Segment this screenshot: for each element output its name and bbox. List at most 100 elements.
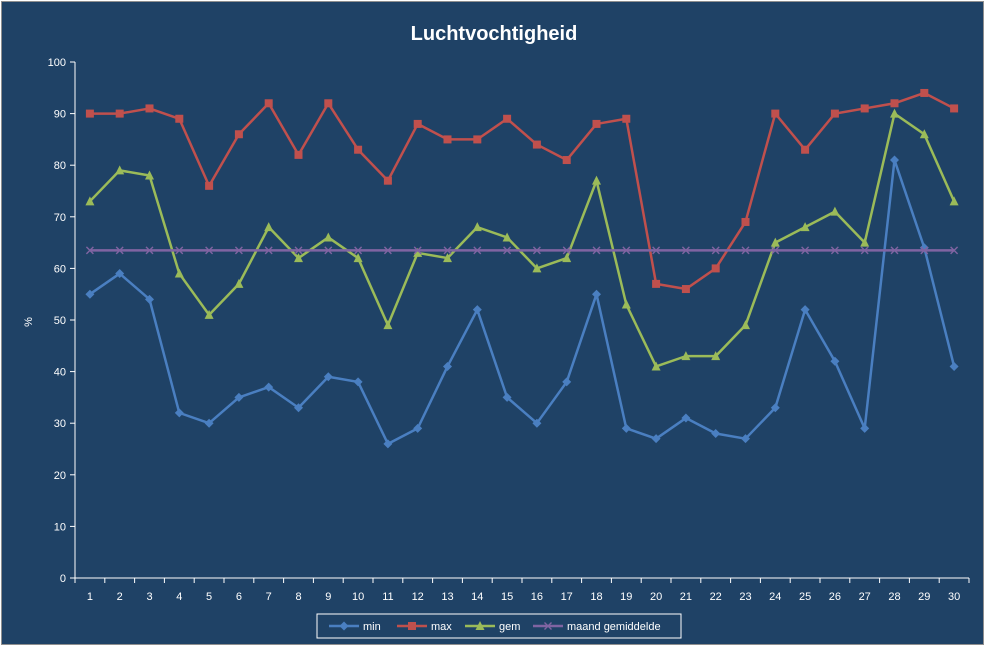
data-point-min xyxy=(800,305,810,315)
data-point-gem xyxy=(174,268,184,278)
x-tick-label: 30 xyxy=(948,591,960,603)
x-tick-label: 8 xyxy=(295,591,301,603)
data-point-gem xyxy=(800,222,810,232)
data-point-max xyxy=(145,104,154,113)
data-point-maand-gemiddelde xyxy=(473,246,482,255)
data-point-gem xyxy=(681,351,691,361)
data-point-max xyxy=(771,109,780,118)
data-point-max xyxy=(622,114,631,123)
x-tick-label: 26 xyxy=(829,591,841,603)
data-point-gem xyxy=(621,299,631,309)
data-point-max xyxy=(413,119,422,128)
x-tick-label: 1 xyxy=(87,591,93,603)
data-point-gem xyxy=(145,170,154,180)
y-tick-label: 70 xyxy=(54,212,66,224)
data-point-min xyxy=(532,418,542,428)
y-tick-label: 90 xyxy=(54,109,66,121)
data-point-maand-gemiddelde xyxy=(801,246,810,255)
data-point-maand-gemiddelde xyxy=(890,246,899,255)
x-tick-label: 14 xyxy=(471,591,483,603)
series-min xyxy=(85,155,959,449)
data-point-min xyxy=(651,434,661,444)
data-point-max xyxy=(175,114,184,123)
data-point-min xyxy=(234,392,244,402)
legend-swatch-marker xyxy=(544,622,552,630)
data-point-max xyxy=(532,140,541,149)
data-point-maand-gemiddelde xyxy=(771,246,780,255)
data-point-gem xyxy=(413,247,423,257)
data-point-maand-gemiddelde xyxy=(205,246,214,255)
series-line-max xyxy=(89,91,955,291)
x-tick-label: 21 xyxy=(680,591,692,603)
data-point-gem xyxy=(949,196,959,206)
data-point-maand-gemiddelde xyxy=(383,246,392,255)
series-max xyxy=(85,88,959,294)
x-tick-label: 18 xyxy=(590,591,602,603)
y-tick-label: 10 xyxy=(54,521,66,533)
x-tick-label: 6 xyxy=(236,591,242,603)
data-point-gem xyxy=(562,253,572,263)
data-point-min xyxy=(145,294,154,304)
legend-label: max xyxy=(431,621,452,633)
data-point-gem xyxy=(383,320,393,330)
data-point-min xyxy=(174,408,184,418)
data-point-gem xyxy=(830,206,840,216)
y-tick-label: 50 xyxy=(54,315,66,327)
data-point-max xyxy=(294,150,303,159)
data-point-max xyxy=(324,99,333,108)
x-tick-label: 12 xyxy=(412,591,424,603)
legend-swatch-marker xyxy=(339,621,349,631)
y-tick-label: 20 xyxy=(54,470,66,482)
data-point-maand-gemiddelde xyxy=(592,246,601,255)
x-tick-label: 24 xyxy=(769,591,781,603)
y-tick-label: 80 xyxy=(54,160,66,172)
data-point-gem xyxy=(741,320,750,330)
data-point-maand-gemiddelde xyxy=(354,246,363,255)
data-point-max xyxy=(652,279,661,288)
legend-item-max: max xyxy=(397,621,452,633)
x-tick-label: 2 xyxy=(117,591,123,603)
data-point-max xyxy=(592,119,601,128)
data-point-max xyxy=(383,176,392,185)
y-tick-label: 40 xyxy=(54,367,66,379)
data-point-gem xyxy=(890,108,899,118)
data-point-maand-gemiddelde xyxy=(503,246,512,255)
data-point-gem xyxy=(264,222,274,232)
data-point-gem xyxy=(770,237,780,247)
data-point-min xyxy=(562,377,572,387)
data-point-gem xyxy=(711,351,721,361)
data-point-max xyxy=(801,145,810,154)
data-point-max xyxy=(950,104,959,113)
data-point-max xyxy=(562,156,571,165)
series-line-gem xyxy=(88,112,956,368)
series-layer xyxy=(85,88,959,449)
data-point-max xyxy=(473,135,482,144)
data-point-gem xyxy=(592,175,601,185)
x-tick-label: 3 xyxy=(146,591,152,603)
data-point-maand-gemiddelde xyxy=(562,246,571,255)
data-point-max xyxy=(920,88,929,97)
data-point-max xyxy=(890,99,899,108)
data-point-min xyxy=(413,423,423,433)
x-tick-label: 15 xyxy=(501,591,513,603)
data-point-gem xyxy=(860,237,870,247)
data-point-gem xyxy=(919,129,929,139)
legend-item-min: min xyxy=(329,621,381,633)
legend-swatch-marker xyxy=(408,622,416,630)
data-point-maand-gemiddelde xyxy=(652,246,661,255)
data-point-min xyxy=(383,439,393,449)
x-tick-label: 20 xyxy=(650,591,662,603)
data-point-min xyxy=(472,305,482,315)
y-tick-label: 30 xyxy=(54,418,66,430)
data-point-maand-gemiddelde xyxy=(145,246,154,255)
data-point-min xyxy=(830,356,840,366)
data-point-min xyxy=(741,434,750,444)
data-point-gem xyxy=(443,253,452,263)
data-point-maand-gemiddelde xyxy=(741,246,750,255)
data-point-gem xyxy=(532,263,542,273)
data-point-min xyxy=(204,418,214,428)
data-point-max xyxy=(503,114,512,123)
data-point-min xyxy=(711,429,721,439)
legend-item-gem: gem xyxy=(465,621,520,633)
